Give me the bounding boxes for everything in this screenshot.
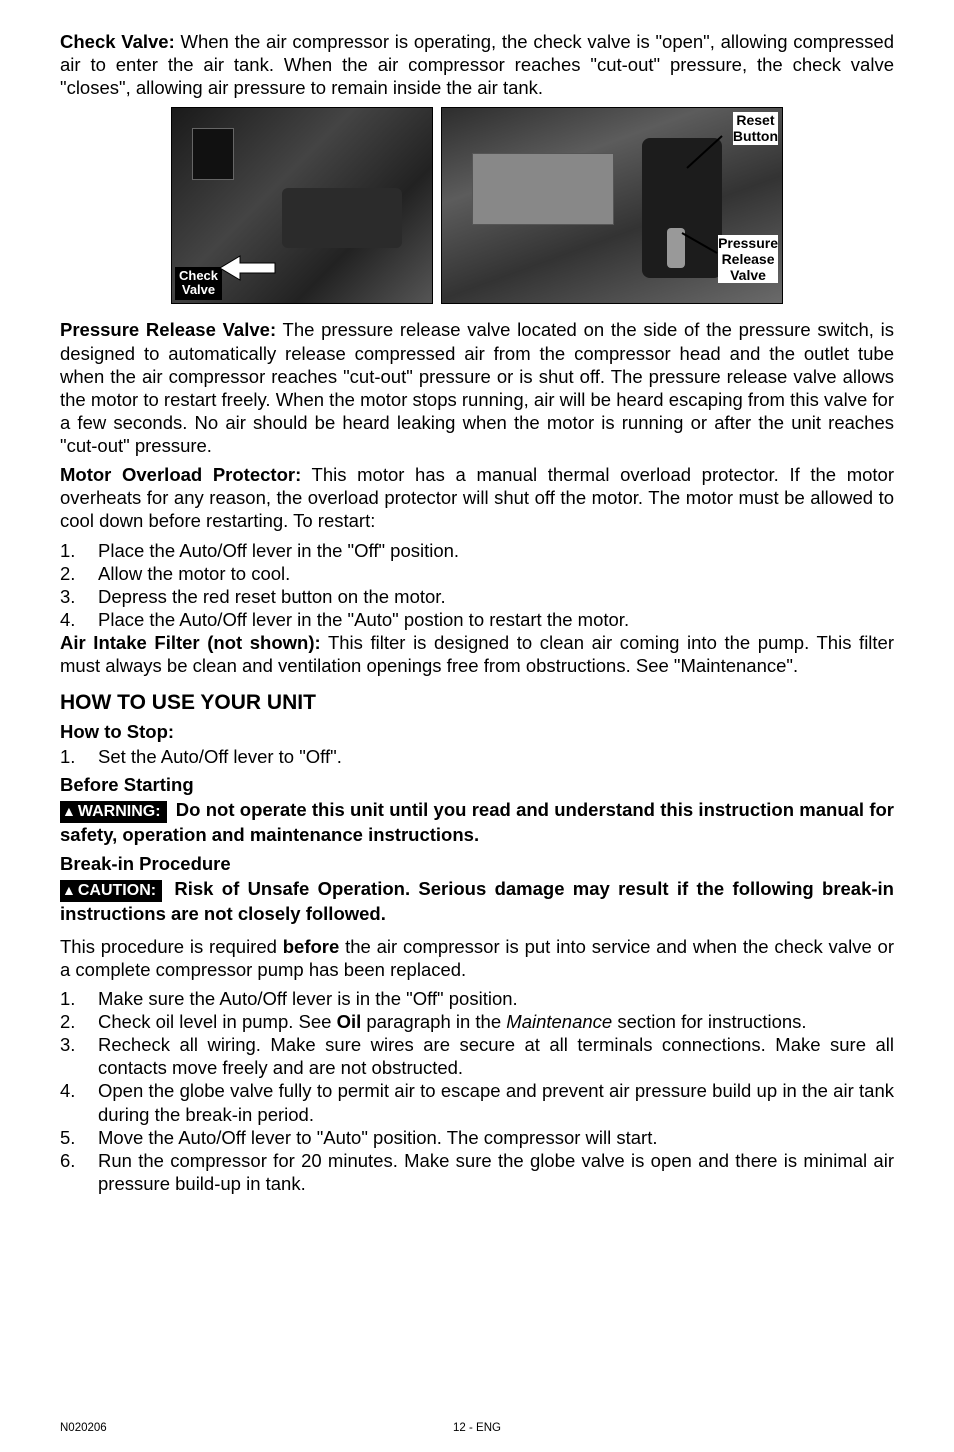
list-item: 1.Place the Auto/Off lever in the "Off" … — [60, 539, 894, 562]
list-item: 4.Open the globe valve fully to permit a… — [60, 1079, 894, 1125]
image-motor: ResetButton PressureReleaseValve — [441, 107, 783, 304]
list-restart-steps: 1.Place the Auto/Off lever in the "Off" … — [60, 539, 894, 632]
image-check-valve: CheckValve — [171, 107, 433, 304]
lead-motor-overload: Motor Overload Protector: — [60, 464, 301, 485]
footer-left: N020206 — [60, 1422, 107, 1434]
lead-check-valve: Check Valve: — [60, 31, 175, 52]
label-check-valve: CheckValve — [175, 267, 222, 301]
list-item: 3.Recheck all wiring. Make sure wires ar… — [60, 1033, 894, 1079]
para-motor-overload: Motor Overload Protector: This motor has… — [60, 463, 894, 532]
heading-how-to-use: HOW TO USE YOUR UNIT — [60, 691, 894, 715]
list-item: 2.Allow the motor to cool. — [60, 562, 894, 585]
heading-before-starting: Before Starting — [60, 774, 894, 796]
list-item: 1.Make sure the Auto/Off lever is in the… — [60, 987, 894, 1010]
list-item: 5.Move the Auto/Off lever to "Auto" posi… — [60, 1126, 894, 1149]
para-check-valve: Check Valve: When the air compressor is … — [60, 30, 894, 99]
caution-badge: ▲CAUTION: — [60, 880, 162, 902]
heading-how-to-stop: How to Stop: — [60, 721, 894, 743]
list-stop-steps: 1.Set the Auto/Off lever to "Off". — [60, 745, 894, 768]
list-item: 3.Depress the red reset button on the mo… — [60, 585, 894, 608]
warning-triangle-icon: ▲ — [62, 803, 76, 819]
para-air-filter: Air Intake Filter (not shown): This filt… — [60, 631, 894, 677]
image-row: CheckValve ResetButton PressureReleaseVa… — [60, 107, 894, 304]
list-break-in-steps: 1.Make sure the Auto/Off lever is in the… — [60, 987, 894, 1195]
footer: N020206 12 - ENG — [60, 1422, 894, 1434]
leader-line-icon — [682, 128, 742, 178]
warning-badge: ▲WARNING: — [60, 801, 167, 823]
caution-text: Risk of Unsafe Operation. Serious damage… — [60, 878, 894, 924]
list-item: 6.Run the compressor for 20 minutes. Mak… — [60, 1149, 894, 1195]
lead-air-filter: Air Intake Filter (not shown): — [60, 632, 321, 653]
footer-center: 12 - ENG — [453, 1422, 501, 1434]
lead-pressure-release: Pressure Release Valve: — [60, 319, 276, 340]
list-item: 4.Place the Auto/Off lever in the "Auto"… — [60, 608, 894, 631]
text-check-valve: When the air compressor is operating, th… — [60, 31, 894, 98]
heading-break-in: Break-in Procedure — [60, 853, 894, 875]
list-item: 2.Check oil level in pump. See Oil parag… — [60, 1010, 894, 1033]
leader-line-icon — [677, 223, 737, 273]
page: Check Valve: When the air compressor is … — [0, 0, 954, 1452]
list-item: 1.Set the Auto/Off lever to "Off". — [60, 745, 894, 768]
caution-triangle-icon: ▲ — [62, 882, 76, 898]
para-pressure-release: Pressure Release Valve: The pressure rel… — [60, 318, 894, 457]
arrow-icon — [220, 248, 280, 288]
caution-block: ▲CAUTION: Risk of Unsafe Operation. Seri… — [60, 877, 894, 925]
para-break-in-intro: This procedure is required before the ai… — [60, 935, 894, 981]
warning-text: Do not operate this unit until you read … — [60, 799, 894, 845]
warning-block: ▲WARNING: Do not operate this unit until… — [60, 798, 894, 846]
